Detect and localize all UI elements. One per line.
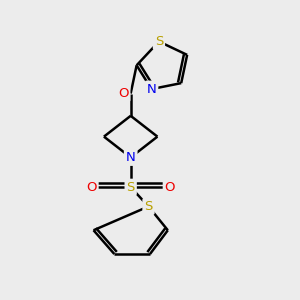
Text: O: O xyxy=(86,181,97,194)
Text: O: O xyxy=(165,181,175,194)
Text: N: N xyxy=(147,82,156,96)
Text: S: S xyxy=(155,35,163,48)
Text: N: N xyxy=(126,151,136,164)
Text: O: O xyxy=(118,87,128,100)
Text: S: S xyxy=(144,200,153,213)
Text: S: S xyxy=(127,181,135,194)
